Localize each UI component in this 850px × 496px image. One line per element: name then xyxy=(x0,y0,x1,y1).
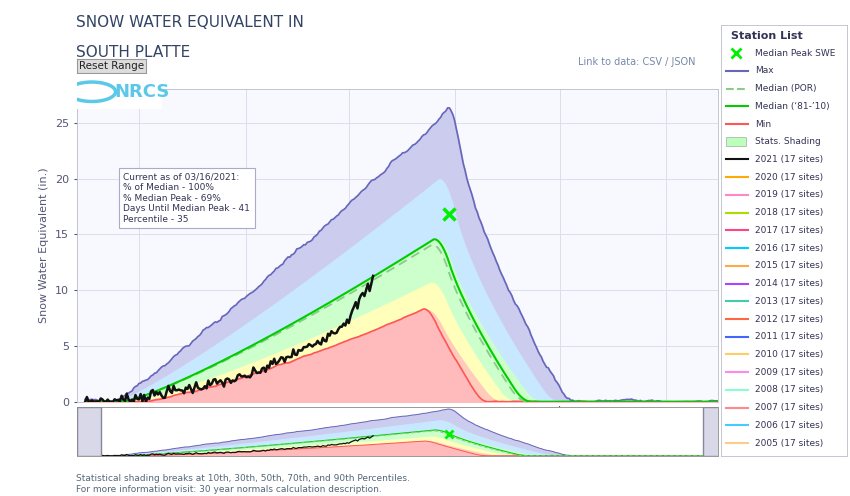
Text: Station List: Station List xyxy=(731,31,802,41)
Text: Current as of 03/16/2021:
% of Median - 100%
% Median Peak - 69%
Days Until Medi: Current as of 03/16/2021: % of Median - … xyxy=(123,173,250,224)
Text: Reset Range: Reset Range xyxy=(79,61,144,71)
Text: 2011 (17 sites): 2011 (17 sites) xyxy=(755,332,823,341)
Text: 2017 (17 sites): 2017 (17 sites) xyxy=(755,226,823,235)
Text: 2020 (17 sites): 2020 (17 sites) xyxy=(755,173,823,182)
Text: 2021 (17 sites): 2021 (17 sites) xyxy=(755,155,823,164)
Text: SNOW WATER EQUIVALENT IN: SNOW WATER EQUIVALENT IN xyxy=(76,15,304,30)
Text: Link to data: CSV / JSON: Link to data: CSV / JSON xyxy=(578,57,695,67)
Text: 2012 (17 sites): 2012 (17 sites) xyxy=(755,314,823,323)
Text: 2015 (17 sites): 2015 (17 sites) xyxy=(755,261,823,270)
Text: NRCS: NRCS xyxy=(115,83,170,101)
Text: 2006 (17 sites): 2006 (17 sites) xyxy=(755,421,823,430)
Text: 2010 (17 sites): 2010 (17 sites) xyxy=(755,350,823,359)
Bar xyxy=(703,407,727,456)
Text: 2008 (17 sites): 2008 (17 sites) xyxy=(755,385,823,394)
Text: Median (‘81-’10): Median (‘81-’10) xyxy=(755,102,830,111)
Text: SOUTH PLATTE: SOUTH PLATTE xyxy=(76,45,190,60)
Y-axis label: Snow Water Equivalent (in.): Snow Water Equivalent (in.) xyxy=(39,168,49,323)
Text: Stats. Shading: Stats. Shading xyxy=(755,137,820,146)
Text: Max: Max xyxy=(755,66,774,75)
Text: 2007 (17 sites): 2007 (17 sites) xyxy=(755,403,823,412)
Text: 2018 (17 sites): 2018 (17 sites) xyxy=(755,208,823,217)
Bar xyxy=(76,407,101,456)
Text: 2013 (17 sites): 2013 (17 sites) xyxy=(755,297,823,306)
Text: 2016 (17 sites): 2016 (17 sites) xyxy=(755,244,823,252)
Text: Statistical shading breaks at 10th, 30th, 50th, 70th, and 90th Percentiles.
For : Statistical shading breaks at 10th, 30th… xyxy=(76,474,411,494)
Text: 2009 (17 sites): 2009 (17 sites) xyxy=(755,368,823,377)
Text: Median (POR): Median (POR) xyxy=(755,84,816,93)
Text: 2014 (17 sites): 2014 (17 sites) xyxy=(755,279,823,288)
Text: Min: Min xyxy=(755,120,771,128)
Text: 2019 (17 sites): 2019 (17 sites) xyxy=(755,190,823,199)
Text: Median Peak SWE: Median Peak SWE xyxy=(755,49,836,58)
FancyBboxPatch shape xyxy=(726,137,746,146)
Text: 2005 (17 sites): 2005 (17 sites) xyxy=(755,438,823,447)
